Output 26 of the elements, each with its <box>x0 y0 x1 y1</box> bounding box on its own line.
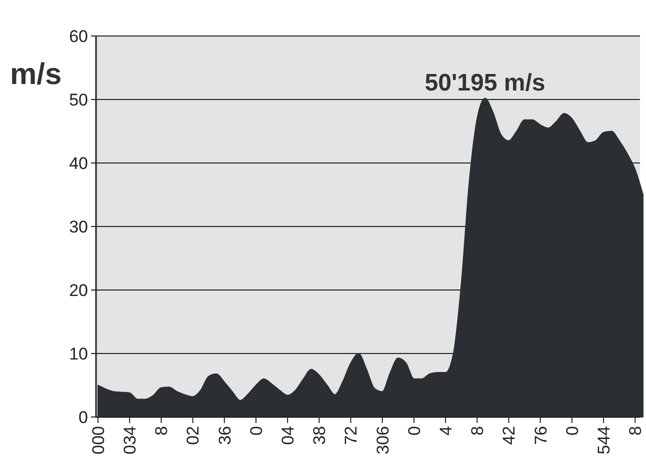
x-tick-label: 72 <box>342 426 361 445</box>
x-tick-label: 42 <box>500 426 519 445</box>
x-tick-label: 4 <box>436 426 456 436</box>
x-tick-label: 0 <box>246 426 266 436</box>
x-tick-label: 544 <box>594 426 614 454</box>
x-tick-label: 000 <box>88 426 108 454</box>
y-tick-label: 30 <box>69 217 88 236</box>
x-tick-label: 306 <box>373 426 392 454</box>
y-tick-label: 40 <box>69 154 88 173</box>
x-tick-label: 8 <box>152 426 172 436</box>
y-axis-title: m/s <box>10 58 62 91</box>
x-tick-label: 0 <box>404 426 424 436</box>
x-tick-label: 36 <box>215 426 234 445</box>
y-tick-label: 50 <box>69 90 88 110</box>
annotation: 50'195 m/s <box>424 69 546 96</box>
x-tick-label: 8 <box>468 426 488 436</box>
x-tick-label: 38 <box>310 426 330 445</box>
y-tick-label: 10 <box>69 344 88 364</box>
x-tick-label: 8 <box>626 426 646 436</box>
x-tick-label: 0 <box>562 426 582 436</box>
x-tick-label: 034 <box>120 426 140 454</box>
x-tick-label: 04 <box>278 426 298 445</box>
y-tick-label: 20 <box>69 280 88 300</box>
x-tick-label: 76 <box>531 426 550 445</box>
y-tick-label: 60 <box>69 26 88 46</box>
x-tick-label: 02 <box>184 426 203 445</box>
